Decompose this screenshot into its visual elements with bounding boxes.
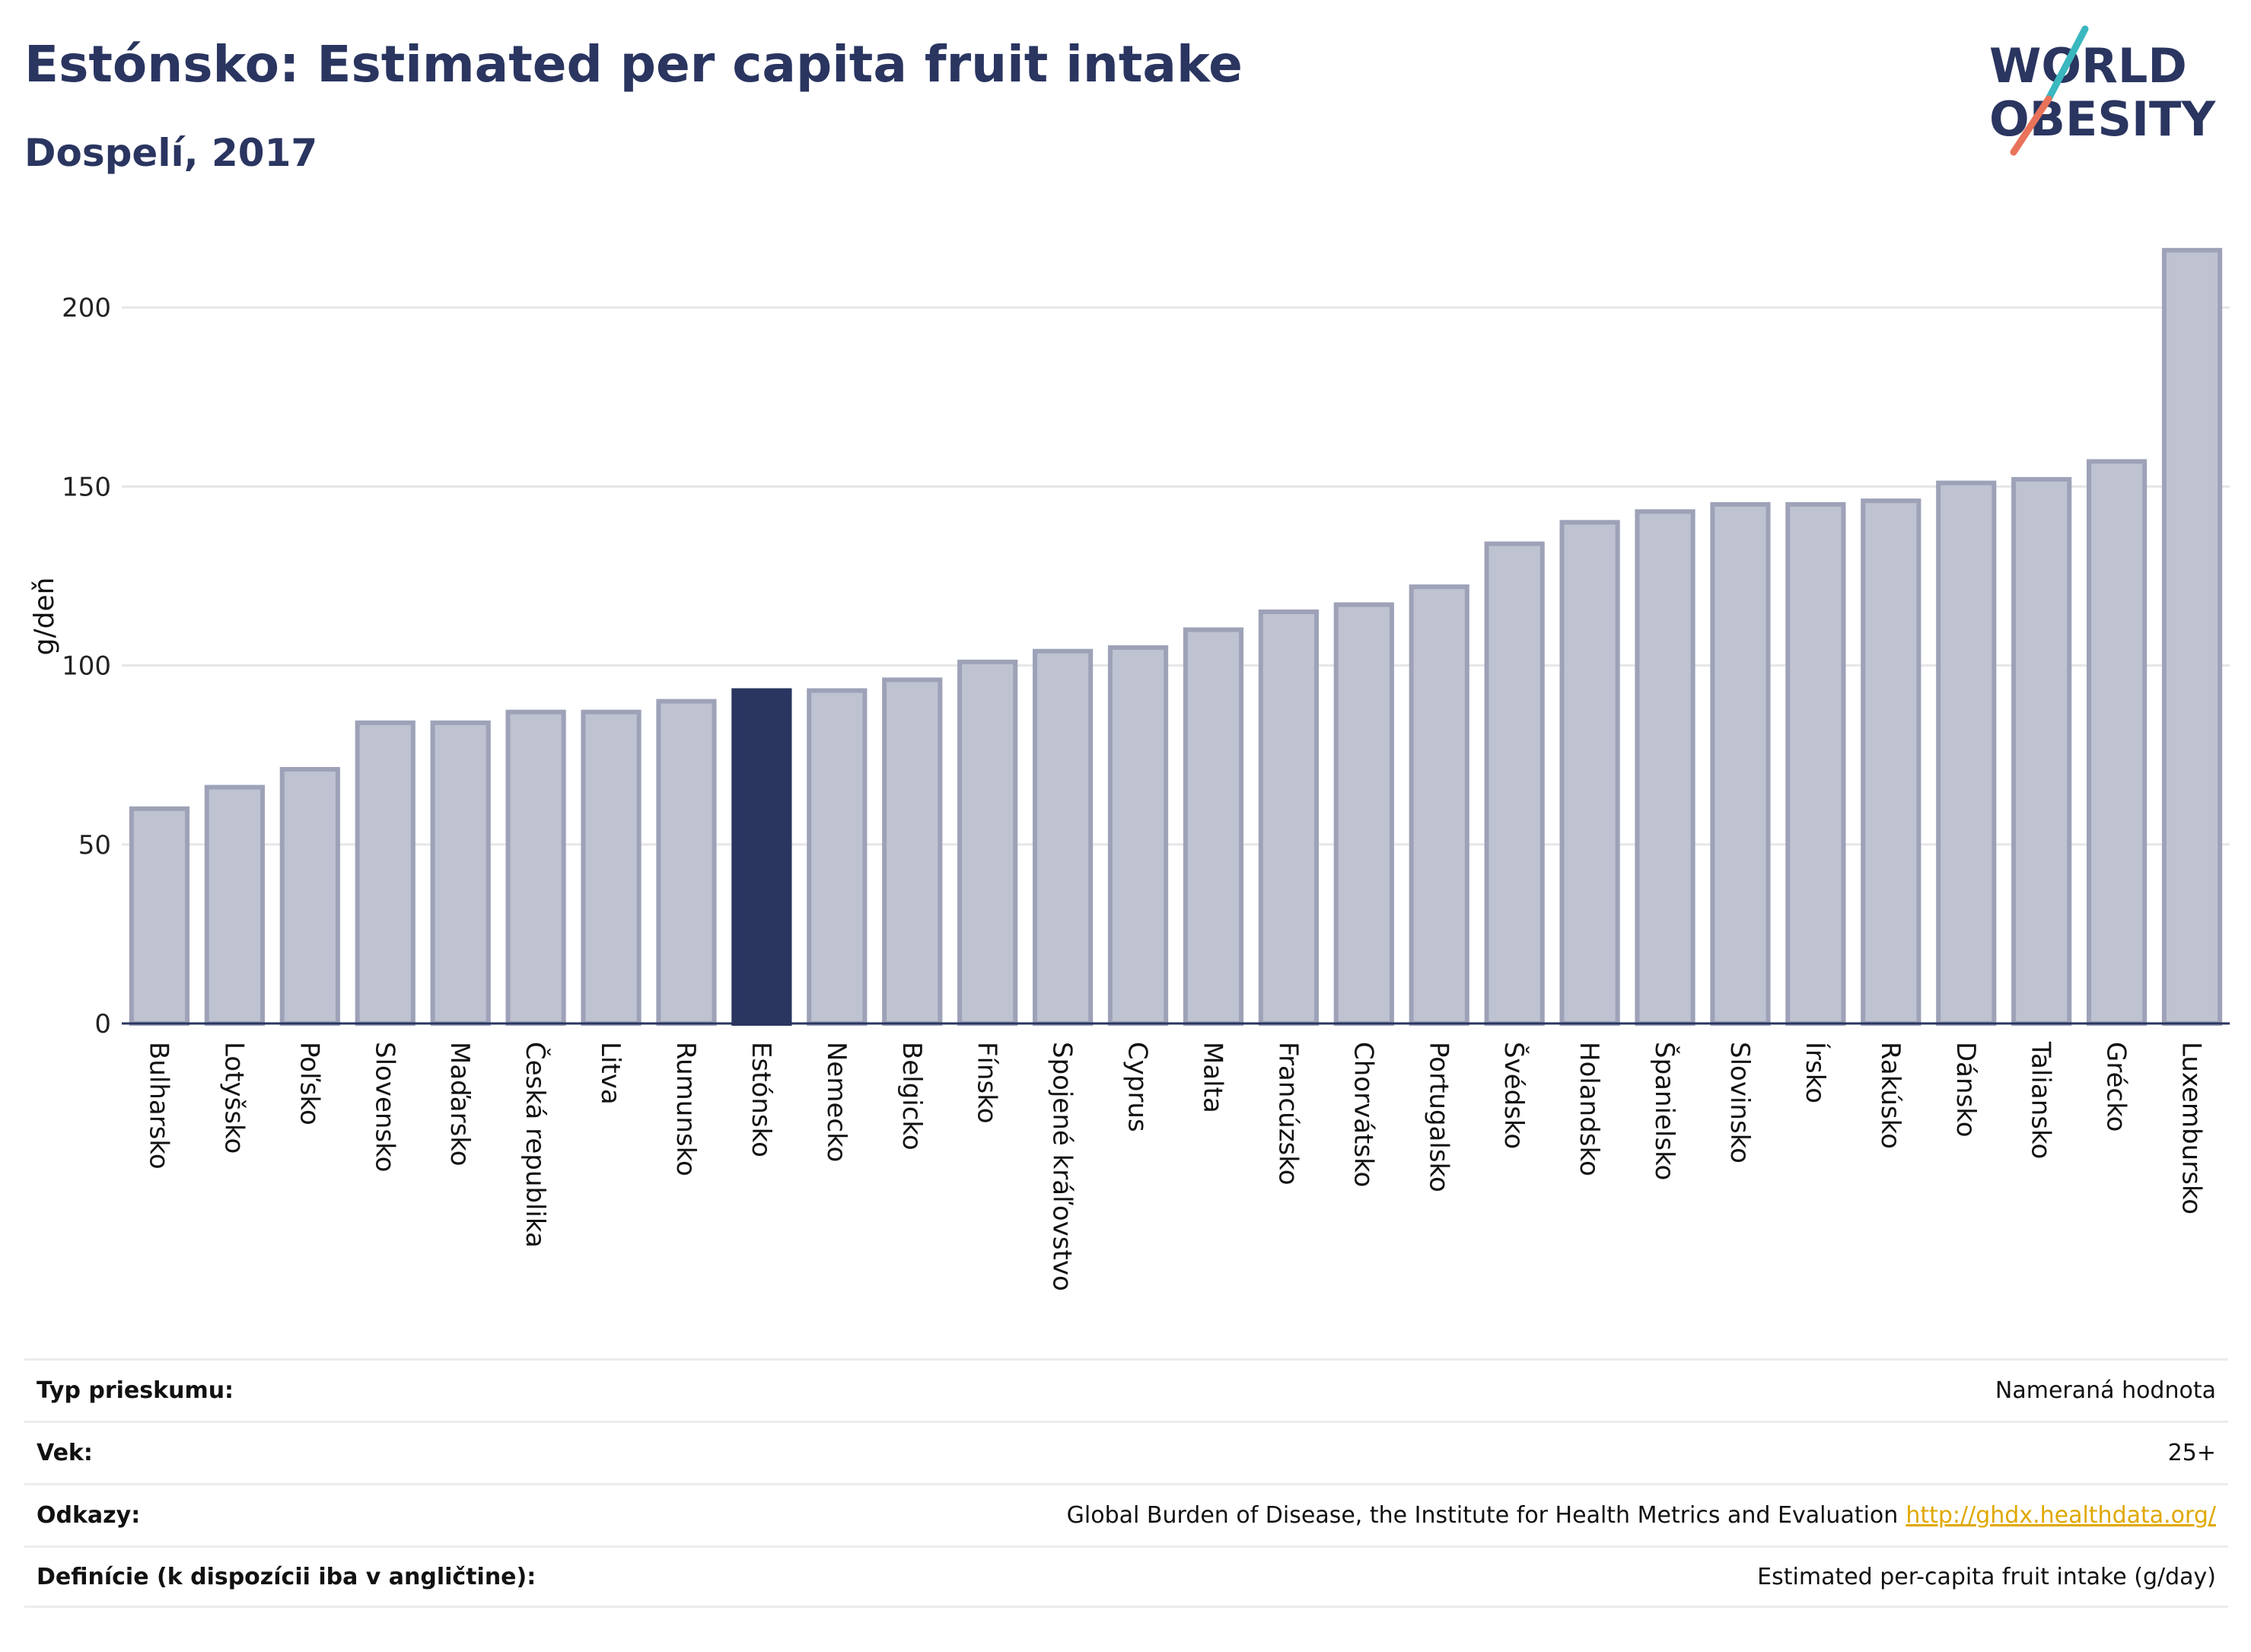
x-tick-label: Švédsko: [1498, 1042, 1530, 1149]
x-tick-label: Slovensko: [369, 1042, 400, 1172]
bar-13: [1107, 645, 1169, 1026]
x-tick-label: Česká republika: [520, 1042, 551, 1248]
bar-20: [1635, 509, 1695, 1026]
info-row: Typ prieskumu: Nameraná hodnota: [24, 1358, 2228, 1421]
bar-6: [581, 709, 642, 1026]
info-row: Vek: 25+: [24, 1421, 2228, 1483]
info-value: 25+: [2167, 1440, 2216, 1466]
bar-17: [1409, 584, 1469, 1026]
bar-10: [882, 677, 943, 1026]
bar-19: [1559, 520, 1620, 1026]
bar-5: [505, 709, 566, 1026]
info-table: Typ prieskumu: Nameraná hodnota Vek: 25+ Odk…: [24, 1358, 2228, 1608]
info-value: Nameraná hodnota: [1995, 1377, 2216, 1404]
x-tick-label: Maďarsko: [444, 1042, 475, 1167]
bar-12: [1033, 648, 1094, 1027]
bar-14: [1183, 627, 1244, 1026]
chart-axis: 0 50 100 150 200: [62, 293, 2230, 1039]
page-title: Estónsko: Estimated per capita fruit int…: [24, 35, 1243, 94]
y-tick-label: 150: [62, 472, 111, 502]
bar-26: [2087, 459, 2148, 1026]
x-tick-label: Grécko: [2101, 1042, 2132, 1132]
x-tick-label: Holandsko: [1574, 1042, 1604, 1176]
info-key: Odkazy:: [37, 1502, 141, 1529]
bar-24: [1936, 480, 1997, 1026]
x-tick-label: Nemecko: [821, 1042, 852, 1162]
x-tick-label: Fínsko: [972, 1042, 1002, 1124]
info-key: Definície (k dispozícii iba v angličtine…: [37, 1563, 536, 1590]
y-tick-label: 100: [62, 651, 111, 682]
x-tick-label: Poľsko: [294, 1042, 324, 1125]
info-value: Global Burden of Disease, the Institute …: [1066, 1502, 2216, 1529]
world-obesity-logo: WORLD OBESITY: [1989, 25, 2216, 156]
x-tick-label: Chorvátsko: [1348, 1042, 1378, 1187]
bar-22: [1785, 501, 1846, 1026]
y-axis-title: g/deň: [29, 578, 60, 656]
info-row: Definície (k dispozícii iba v angličtine…: [24, 1545, 2228, 1608]
x-tick-label: Taliansko: [2026, 1041, 2056, 1159]
reference-link[interactable]: http://ghdx.healthdata.org/: [1906, 1502, 2216, 1529]
x-tick-label: Portugalsko: [1423, 1042, 1453, 1192]
x-tick-label: Lotyšsko: [218, 1042, 249, 1154]
chart-bars: [129, 247, 2223, 1027]
x-tick-label: Luxembursko: [2176, 1042, 2207, 1214]
bar-chart: 0 50 100 150 200 Bulharsko Lotyšsko Poľsko Slov…: [29, 247, 2230, 1291]
bar-15: [1258, 609, 1319, 1026]
x-tick-label: Litva: [595, 1042, 626, 1105]
bar-8: [731, 688, 792, 1027]
bar-11: [957, 659, 1018, 1026]
bar-1: [204, 785, 265, 1026]
x-tick-label: Belgicko: [896, 1042, 927, 1151]
bar-2: [279, 766, 340, 1027]
x-tick-label: Španielsko: [1649, 1042, 1680, 1180]
bar-7: [656, 699, 717, 1026]
x-tick-label: Bulharsko: [143, 1042, 174, 1170]
x-tick-label: Spojené kráľovstvo: [1047, 1042, 1078, 1291]
bar-27: [2161, 247, 2223, 1026]
x-tick-label: Slovinsko: [1724, 1042, 1755, 1163]
x-tick-label: Francúzsko: [1272, 1042, 1303, 1186]
bar-3: [355, 720, 415, 1026]
x-tick-label: Cyprus: [1122, 1042, 1153, 1132]
page-subtitle: Dospelí, 2017: [24, 131, 318, 175]
y-tick-label: 200: [62, 293, 111, 323]
x-tick-label: Dánsko: [1950, 1042, 1981, 1138]
bar-0: [129, 806, 190, 1027]
info-key: Typ prieskumu:: [37, 1377, 234, 1404]
logo-line1: WORLD: [1989, 38, 2187, 94]
y-tick-label: 50: [78, 830, 111, 861]
bar-23: [1861, 498, 1921, 1026]
bar-21: [1710, 501, 1771, 1026]
logo-slash-bottom: [2010, 95, 2052, 156]
bar-25: [2011, 476, 2072, 1026]
chart-category-labels: Bulharsko Lotyšsko Poľsko Slovensko Maďarsko…: [143, 1041, 2206, 1291]
bar-16: [1333, 602, 1394, 1026]
x-tick-label: Estónsko: [746, 1042, 776, 1157]
bar-4: [430, 720, 491, 1026]
logo-slash-top: [2045, 25, 2089, 103]
x-tick-label: Rakúsko: [1875, 1042, 1906, 1149]
info-row: Odkazy: Global Burden of Disease, the Ins…: [24, 1483, 2228, 1545]
x-tick-label: Rumunsko: [670, 1042, 701, 1176]
info-key: Vek:: [37, 1440, 93, 1466]
info-value: Estimated per-capita fruit intake (g/day…: [1757, 1563, 2216, 1590]
bar-18: [1484, 541, 1545, 1026]
x-tick-label: Írsko: [1800, 1042, 1831, 1103]
y-tick-label: 0: [94, 1009, 111, 1039]
bar-9: [807, 688, 868, 1027]
x-tick-label: Malta: [1197, 1042, 1227, 1113]
